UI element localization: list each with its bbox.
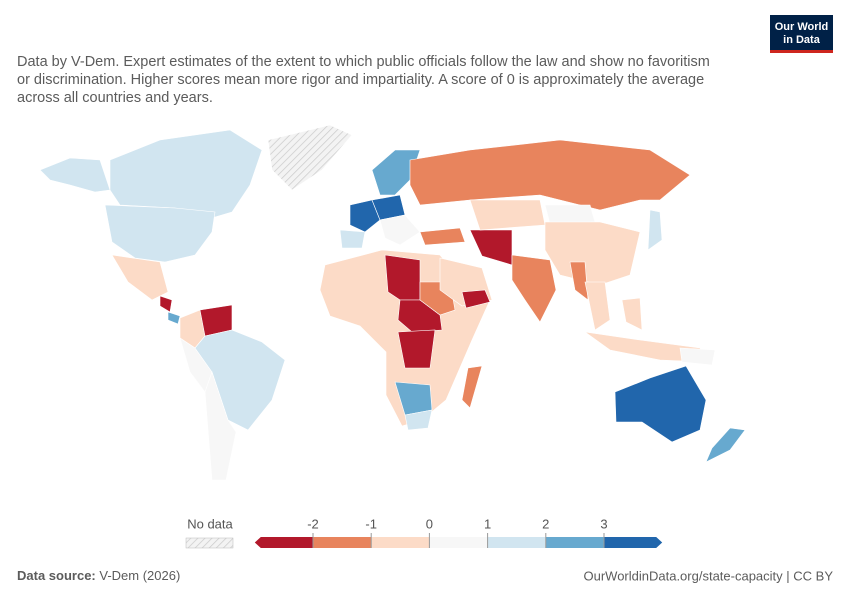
country: [705, 427, 746, 463]
country: [469, 199, 546, 231]
legend-tick-label: 3: [600, 516, 607, 531]
country-no-data: [267, 124, 353, 191]
legend-swatch: [487, 537, 546, 548]
legend-swatch: [429, 537, 488, 548]
country: [397, 329, 436, 369]
source: Data source: V-Dem (2026): [17, 568, 180, 583]
world-map: [39, 124, 746, 481]
logo-bar: [770, 50, 833, 53]
legend-no-data-swatch: [185, 537, 234, 549]
country: [349, 199, 381, 233]
country: [204, 371, 237, 481]
legend-tick-label: 0: [426, 516, 433, 531]
legend-swatch: [545, 537, 604, 548]
legend-swatch: [371, 537, 430, 548]
subtitle: Data by V-Dem. Expert estimates of the e…: [17, 54, 710, 70]
legend-tick-label: -2: [307, 516, 319, 531]
country: [167, 311, 181, 325]
country: [614, 365, 707, 443]
country: [109, 129, 263, 221]
country: [584, 281, 611, 331]
legend-swatch: [313, 537, 372, 548]
country: [461, 365, 483, 409]
country: [384, 254, 421, 301]
country: [544, 221, 641, 286]
source-name: V-Dem (2026): [99, 568, 180, 583]
legend-swatch: [254, 537, 313, 548]
country: [679, 347, 716, 366]
country: [194, 329, 286, 431]
logo-text: in Data: [783, 34, 821, 46]
source-label: Data source:: [17, 568, 96, 583]
country: [339, 229, 366, 249]
country: [159, 295, 173, 313]
subtitle: across all countries and years.: [17, 90, 213, 106]
legend-tick-label: 2: [542, 516, 549, 531]
country: [419, 227, 466, 246]
legend: No data -2 -1 0 1 2 3: [185, 516, 663, 549]
legend-tick-label: 1: [484, 516, 491, 531]
country: [569, 261, 589, 301]
country: [404, 409, 433, 431]
country: [379, 214, 421, 246]
legend-no-data-label: No data: [187, 516, 233, 531]
country: [39, 157, 111, 193]
link[interactable]: OurWorldinData.org/state-capacity | CC B…: [583, 568, 833, 583]
country: [647, 209, 663, 251]
country: [621, 297, 643, 331]
subtitle: or discrimination. Higher scores mean mo…: [17, 72, 704, 88]
country: [461, 289, 491, 309]
country: [104, 204, 216, 263]
legend-tick-label: -1: [365, 516, 377, 531]
legend-swatch: [604, 537, 663, 548]
country: [511, 254, 557, 323]
logo-text: Our World: [775, 21, 829, 33]
country: [409, 139, 691, 211]
logo-box[interactable]: [770, 15, 833, 50]
logo[interactable]: Our World in Data: [770, 15, 833, 53]
country: [544, 204, 596, 225]
